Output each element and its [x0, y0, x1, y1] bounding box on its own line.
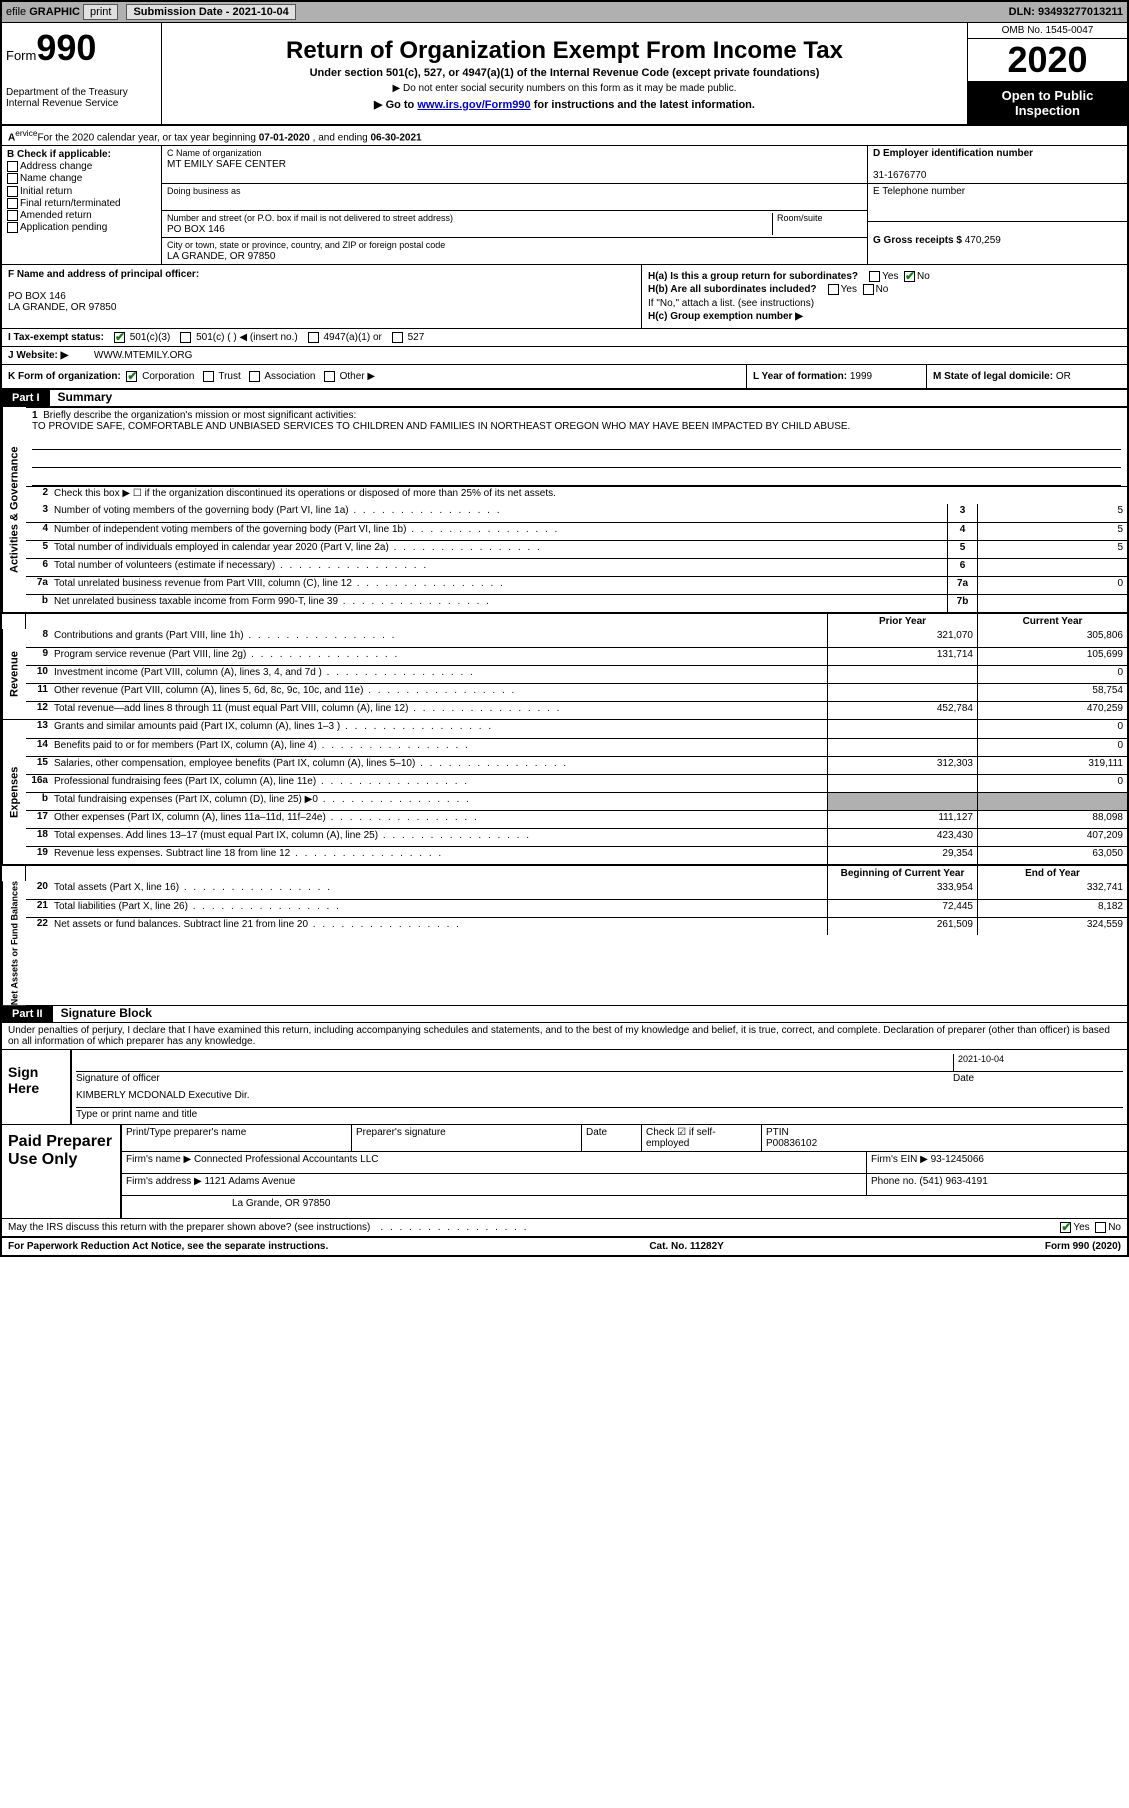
- ptin: P00836102: [766, 1138, 817, 1149]
- tab-revenue: Revenue: [2, 629, 26, 719]
- topbar: efile GRAPHIC print Submission Date - 20…: [2, 2, 1127, 23]
- graphic-label: GRAPHIC: [29, 6, 80, 18]
- section-deg: D Employer identification number31-16767…: [867, 146, 1127, 264]
- form-number: Form990: [6, 27, 157, 69]
- table-row: 22Net assets or fund balances. Subtract …: [26, 917, 1127, 935]
- current-year-hdr: Current Year: [977, 614, 1127, 629]
- ein: 31-1676770: [873, 170, 926, 181]
- city-state: LA GRANDE, OR 97850: [167, 251, 275, 262]
- table-row: 20Total assets (Part X, line 16)333,9543…: [26, 881, 1127, 899]
- declaration: Under penalties of perjury, I declare th…: [2, 1023, 1127, 1050]
- efile-label: efile: [6, 6, 26, 18]
- mission-text: TO PROVIDE SAFE, COMFORTABLE AND UNBIASE…: [32, 421, 850, 432]
- form-footer: Form 990 (2020): [1045, 1241, 1121, 1252]
- tab-expenses: Expenses: [2, 720, 26, 864]
- irs-link[interactable]: www.irs.gov/Form990: [417, 99, 530, 111]
- form-header: Form990 Department of the Treasury Inter…: [2, 23, 1127, 126]
- table-row: 14Benefits paid to or for members (Part …: [26, 738, 1127, 756]
- sign-date: 2021-10-04: [953, 1054, 1123, 1071]
- section-b: B Check if applicable: Address change Na…: [2, 146, 162, 264]
- section-h: H(a) Is this a group return for subordin…: [642, 265, 1127, 327]
- gross-receipts: 470,259: [965, 235, 1001, 246]
- preparer-date-lbl: Date: [582, 1125, 642, 1151]
- paid-preparer-label: Paid Preparer Use Only: [2, 1125, 122, 1218]
- subtitle-1: Under section 501(c), 527, or 4947(a)(1)…: [170, 67, 959, 79]
- section-l: L Year of formation: 1999: [747, 365, 927, 388]
- department: Department of the Treasury Internal Reve…: [6, 87, 157, 109]
- table-row: 18Total expenses. Add lines 13–17 (must …: [26, 828, 1127, 846]
- table-row: bNet unrelated business taxable income f…: [26, 594, 1127, 612]
- submission-date: Submission Date - 2021-10-04: [126, 4, 295, 20]
- address: PO BOX 146: [167, 224, 225, 235]
- table-row: 13Grants and similar amounts paid (Part …: [26, 720, 1127, 738]
- table-row: 16aProfessional fundraising fees (Part I…: [26, 774, 1127, 792]
- line-a: AerviceFor the 2020 calendar year, or ta…: [2, 126, 1127, 146]
- table-row: 10Investment income (Part VIII, column (…: [26, 665, 1127, 683]
- table-row: 6Total number of volunteers (estimate if…: [26, 558, 1127, 576]
- firm-name: Connected Professional Accountants LLC: [194, 1154, 379, 1165]
- dln: DLN: 93493277013211: [1009, 6, 1123, 18]
- table-row: 4Number of independent voting members of…: [26, 522, 1127, 540]
- prior-year-hdr: Prior Year: [827, 614, 977, 629]
- firm-phone: (541) 963-4191: [919, 1176, 987, 1187]
- website: WWW.MTEMILY.ORG: [94, 350, 193, 361]
- firm-city: La Grande, OR 97850: [122, 1196, 1127, 1218]
- org-name: MT EMILY SAFE CENTER: [167, 159, 286, 170]
- print-button[interactable]: print: [83, 4, 118, 20]
- cat-no: Cat. No. 11282Y: [649, 1241, 723, 1252]
- table-row: 9Program service revenue (Part VIII, lin…: [26, 647, 1127, 665]
- chk-amended[interactable]: Amended return: [20, 210, 92, 221]
- section-j: J Website: ▶ WWW.MTEMILY.ORG: [2, 347, 1127, 365]
- mission-block: 1 Briefly describe the organization's mi…: [26, 407, 1127, 486]
- open-to-public: Open to Public Inspection: [968, 82, 1127, 124]
- form-title: Return of Organization Exempt From Incom…: [170, 37, 959, 65]
- table-row: 15Salaries, other compensation, employee…: [26, 756, 1127, 774]
- tax-year: 2020: [968, 39, 1127, 82]
- part-ii-header: Part IISignature Block: [2, 1006, 1127, 1023]
- tab-net-assets: Net Assets or Fund Balances: [2, 881, 26, 1005]
- table-row: 7aTotal unrelated business revenue from …: [26, 576, 1127, 594]
- subtitle-3: ▶ Go to www.irs.gov/Form990 for instruct…: [170, 98, 959, 111]
- boy-hdr: Beginning of Current Year: [827, 866, 977, 881]
- table-row: 11Other revenue (Part VIII, column (A), …: [26, 683, 1127, 701]
- section-f: F Name and address of principal officer:…: [2, 265, 642, 327]
- table-row: 19Revenue less expenses. Subtract line 1…: [26, 846, 1127, 864]
- chk-final-return[interactable]: Final return/terminated: [20, 198, 121, 209]
- paperwork-notice: For Paperwork Reduction Act Notice, see …: [8, 1241, 328, 1252]
- discuss-question: May the IRS discuss this return with the…: [8, 1222, 370, 1233]
- table-row: 12Total revenue—add lines 8 through 11 (…: [26, 701, 1127, 719]
- table-row: 17Other expenses (Part IX, column (A), l…: [26, 810, 1127, 828]
- chk-initial-return[interactable]: Initial return: [20, 186, 72, 197]
- chk-address-change[interactable]: Address change: [20, 161, 92, 172]
- table-row: 5Total number of individuals employed in…: [26, 540, 1127, 558]
- line-2: Check this box ▶ ☐ if the organization d…: [52, 487, 1127, 504]
- firm-ein: 93-1245066: [931, 1154, 984, 1165]
- table-row: bTotal fundraising expenses (Part IX, co…: [26, 792, 1127, 810]
- section-i: I Tax-exempt status: 501(c)(3) 501(c) ( …: [2, 329, 1127, 347]
- eoy-hdr: End of Year: [977, 866, 1127, 881]
- table-row: 8Contributions and grants (Part VIII, li…: [26, 629, 1127, 647]
- subtitle-2: ▶ Do not enter social security numbers o…: [170, 83, 959, 94]
- sign-here-label: Sign Here: [2, 1050, 72, 1124]
- section-m: M State of legal domicile: OR: [927, 365, 1127, 388]
- preparer-name-lbl: Print/Type preparer's name: [122, 1125, 352, 1151]
- tab-activities: Activities & Governance: [2, 407, 26, 612]
- chk-app-pending[interactable]: Application pending: [20, 222, 107, 233]
- chk-name-change[interactable]: Name change: [20, 174, 82, 185]
- part-i-header: Part ISummary: [2, 390, 1127, 407]
- officer-name: KIMBERLY MCDONALD Executive Dir.: [76, 1090, 250, 1107]
- self-employed-chk[interactable]: Check ☑ if self-employed: [646, 1127, 716, 1149]
- firm-address: 1121 Adams Avenue: [205, 1176, 296, 1187]
- preparer-sig-lbl: Preparer's signature: [352, 1125, 582, 1151]
- table-row: 21Total liabilities (Part X, line 26)72,…: [26, 899, 1127, 917]
- omb-number: OMB No. 1545-0047: [968, 23, 1127, 39]
- table-row: 3Number of voting members of the governi…: [26, 504, 1127, 522]
- section-c: C Name of organizationMT EMILY SAFE CENT…: [162, 146, 867, 264]
- section-k: K Form of organization: Corporation Trus…: [2, 365, 747, 388]
